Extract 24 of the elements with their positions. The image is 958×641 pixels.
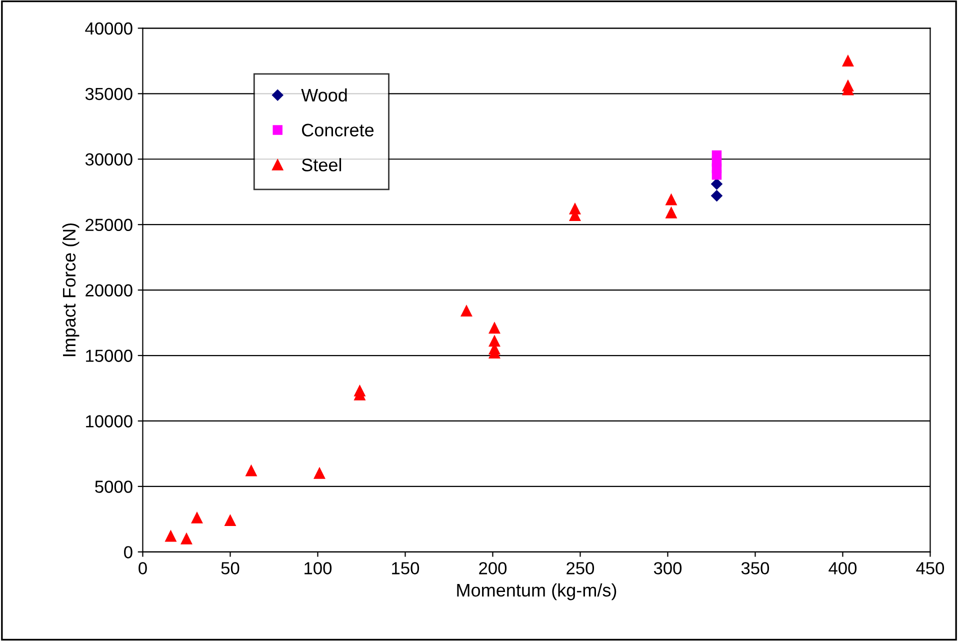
legend-label: Steel <box>302 158 342 172</box>
y-axis-title: Impact Force (N) <box>62 223 80 356</box>
x-tick-label: 450 <box>916 562 944 574</box>
y-tick-label: 5000 <box>95 480 132 493</box>
legend-label: Concrete <box>302 124 374 136</box>
x-tick-label: 150 <box>392 562 420 574</box>
y-tick-label: 30000 <box>85 153 132 166</box>
y-tick-label: 25000 <box>86 218 132 232</box>
x-axis-title: Momentum (kg-m/s) <box>457 583 616 600</box>
y-tick-label: 35000 <box>85 88 132 100</box>
x-tick-label: 300 <box>654 562 682 574</box>
x-tick-label: 200 <box>479 562 507 574</box>
y-tick-label: 0 <box>124 546 132 558</box>
y-tick-label: 10000 <box>86 415 132 428</box>
y-tick-label: 15000 <box>86 350 132 362</box>
legend-label: Wood <box>301 88 347 102</box>
x-tick-label: 250 <box>566 562 594 574</box>
x-tick-label: 0 <box>138 562 147 574</box>
x-tick-label: 400 <box>828 562 857 574</box>
x-tick-label: 100 <box>304 562 332 574</box>
x-tick-label: 350 <box>741 562 770 574</box>
y-tick-label: 20000 <box>86 284 132 297</box>
x-tick-label: 50 <box>221 562 240 574</box>
y-tick-label: 40000 <box>85 22 132 35</box>
